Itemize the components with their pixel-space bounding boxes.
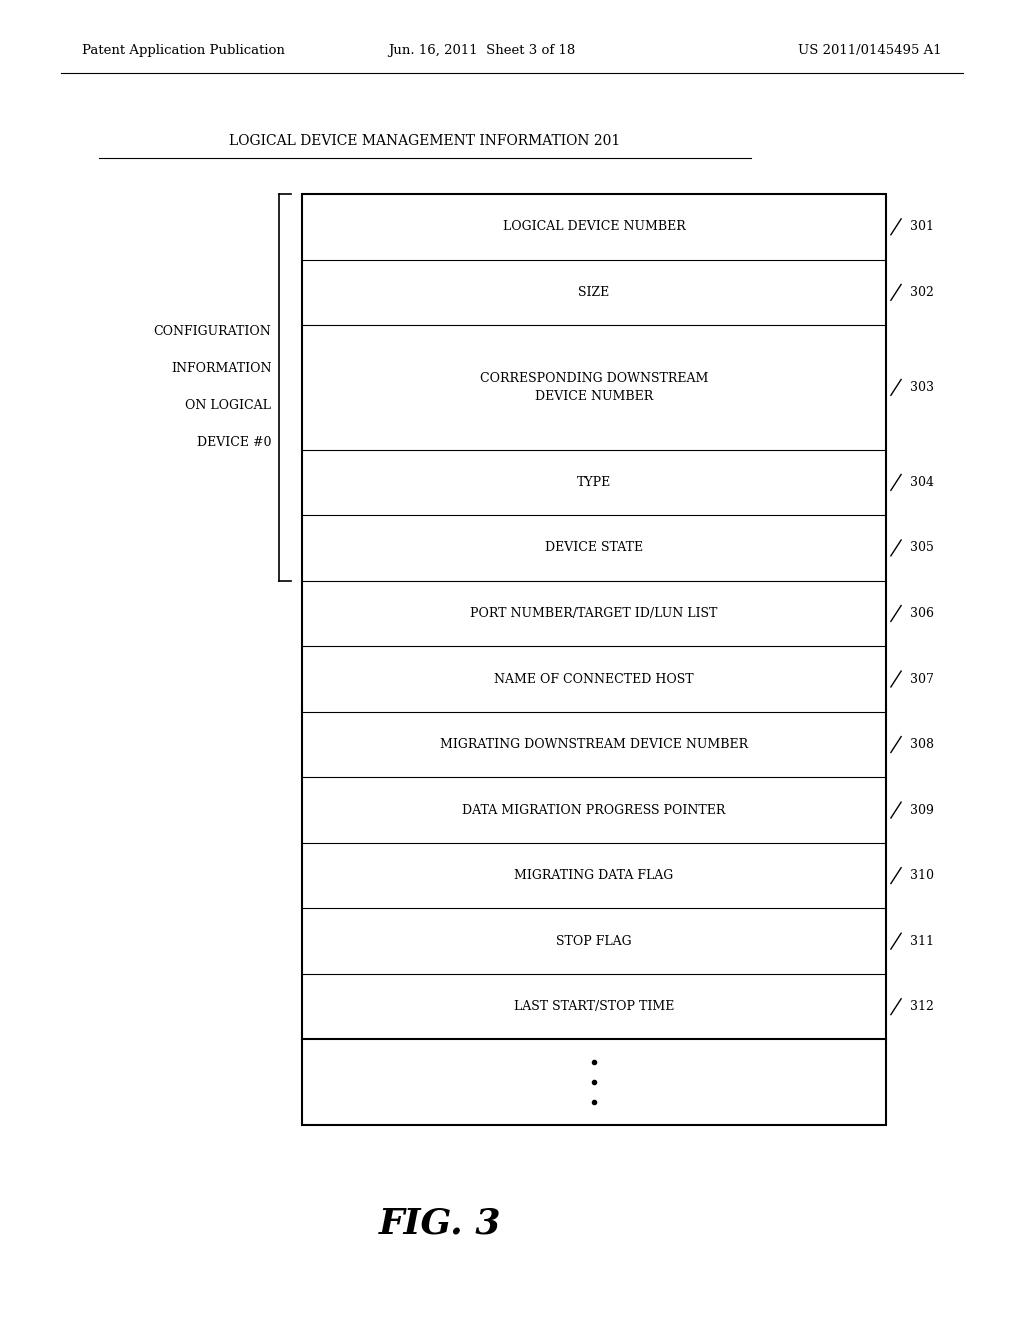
Text: MIGRATING DATA FLAG: MIGRATING DATA FLAG — [514, 869, 674, 882]
Text: 303: 303 — [910, 381, 934, 393]
Text: STOP FLAG: STOP FLAG — [556, 935, 632, 948]
Text: 301: 301 — [910, 220, 934, 234]
Text: NAME OF CONNECTED HOST: NAME OF CONNECTED HOST — [495, 672, 693, 685]
Text: 302: 302 — [910, 286, 934, 298]
Text: SIZE: SIZE — [579, 286, 609, 298]
Text: Jun. 16, 2011  Sheet 3 of 18: Jun. 16, 2011 Sheet 3 of 18 — [388, 45, 574, 57]
Text: CORRESPONDING DOWNSTREAM
DEVICE NUMBER: CORRESPONDING DOWNSTREAM DEVICE NUMBER — [479, 372, 709, 403]
Text: 309: 309 — [910, 804, 934, 817]
Text: 307: 307 — [910, 672, 934, 685]
Text: US 2011/0145495 A1: US 2011/0145495 A1 — [799, 45, 942, 57]
Text: DEVICE STATE: DEVICE STATE — [545, 541, 643, 554]
Text: 310: 310 — [910, 869, 934, 882]
Text: INFORMATION: INFORMATION — [171, 363, 271, 375]
Text: DATA MIGRATION PROGRESS POINTER: DATA MIGRATION PROGRESS POINTER — [462, 804, 726, 817]
Text: LAST START/STOP TIME: LAST START/STOP TIME — [514, 1001, 674, 1014]
Text: ON LOGICAL: ON LOGICAL — [185, 400, 271, 412]
Text: LOGICAL DEVICE MANAGEMENT INFORMATION 201: LOGICAL DEVICE MANAGEMENT INFORMATION 20… — [229, 135, 621, 148]
Text: TYPE: TYPE — [577, 477, 611, 488]
Bar — [302, 194, 886, 1125]
Text: 312: 312 — [910, 1001, 934, 1014]
Text: 306: 306 — [910, 607, 934, 620]
Text: MIGRATING DOWNSTREAM DEVICE NUMBER: MIGRATING DOWNSTREAM DEVICE NUMBER — [440, 738, 748, 751]
Text: 304: 304 — [910, 477, 934, 488]
Text: 308: 308 — [910, 738, 934, 751]
Text: Patent Application Publication: Patent Application Publication — [82, 45, 285, 57]
Text: PORT NUMBER/TARGET ID/LUN LIST: PORT NUMBER/TARGET ID/LUN LIST — [470, 607, 718, 620]
Text: DEVICE #0: DEVICE #0 — [197, 437, 271, 449]
Text: FIG. 3: FIG. 3 — [379, 1206, 502, 1241]
Text: 311: 311 — [910, 935, 934, 948]
Text: LOGICAL DEVICE NUMBER: LOGICAL DEVICE NUMBER — [503, 220, 685, 234]
Text: 305: 305 — [910, 541, 934, 554]
Text: CONFIGURATION: CONFIGURATION — [154, 326, 271, 338]
